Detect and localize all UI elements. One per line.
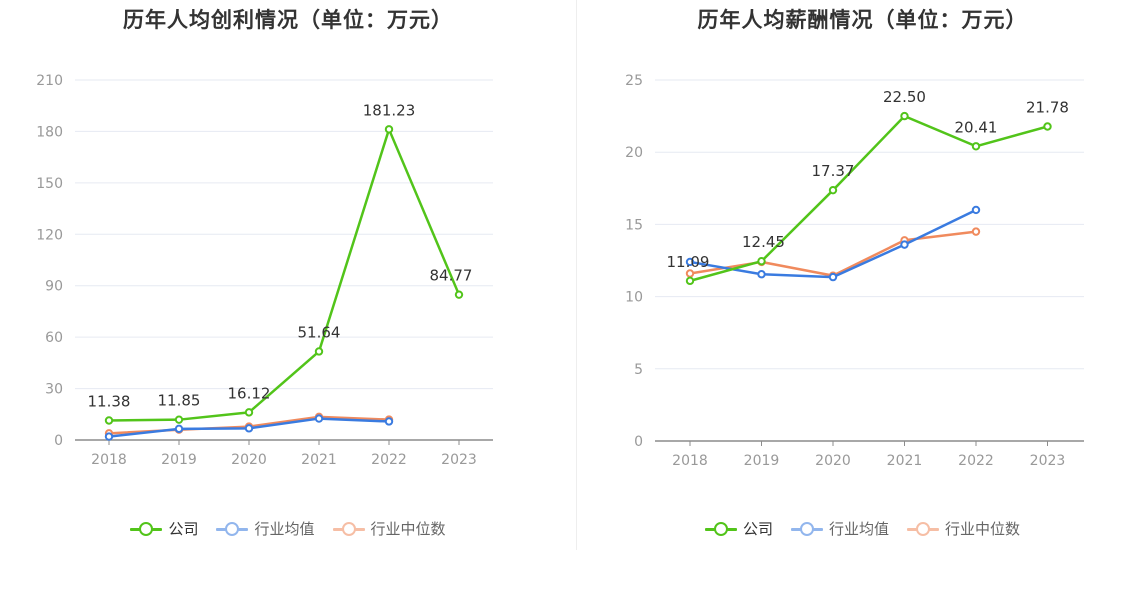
data-label: 11.09 — [667, 253, 710, 271]
x-tick-label: 2023 — [1030, 453, 1066, 469]
data-label: 21.78 — [1026, 98, 1069, 116]
data-label: 51.64 — [298, 323, 341, 341]
data-point-industry-avg — [757, 270, 766, 279]
circle-line-icon — [216, 521, 249, 537]
legend-label: 行业中位数 — [945, 520, 1021, 538]
x-tick-label: 2022 — [371, 452, 407, 468]
legend-item-company[interactable]: 公司 — [130, 518, 198, 539]
y-tick-label: 10 — [625, 290, 643, 306]
data-point-company — [685, 276, 695, 286]
panel-divider — [576, 0, 577, 550]
salary-chart-plot: 0 5 10 15 20 25 2018 2019 2020 2021 2022 2023 11.09 1… — [625, 73, 1084, 469]
y-tick-label: 0 — [54, 433, 63, 449]
y-tick-label: 30 — [45, 382, 63, 398]
data-point-industry-avg — [314, 414, 324, 423]
circle-line-icon — [704, 521, 737, 537]
data-point-company — [900, 111, 909, 121]
data-point-industry-avg — [244, 424, 254, 433]
data-point-company — [971, 142, 981, 151]
chart-legend: 公司 行业均值 行业中位数 — [577, 518, 1148, 539]
data-point-company — [828, 185, 838, 195]
series-line-company — [689, 114, 1048, 283]
chart-legend: 公司 行业均值 行业中位数 — [0, 518, 576, 539]
y-tick-label: 180 — [36, 124, 63, 140]
x-tick-label: 2020 — [231, 452, 267, 468]
data-point-company — [384, 125, 394, 134]
data-label: 84.77 — [430, 267, 473, 285]
legend-label: 公司 — [742, 520, 773, 538]
x-tick-label: 2020 — [815, 453, 851, 469]
data-point-industry-avg — [971, 205, 981, 215]
legend-item-industry-median[interactable]: 行业中位数 — [907, 518, 1020, 539]
y-tick-label: 150 — [36, 176, 63, 192]
x-tick-label: 2018 — [672, 453, 708, 469]
x-tick-label: 2019 — [161, 452, 197, 468]
data-point-industry-avg — [104, 432, 114, 441]
legend-item-industry-median[interactable]: 行业中位数 — [332, 518, 446, 539]
legend-label: 行业中位数 — [370, 520, 446, 538]
x-tick-label: 2023 — [441, 452, 477, 468]
y-tick-label: 5 — [634, 362, 643, 378]
data-label: 17.37 — [812, 162, 855, 180]
x-tick-label: 2019 — [744, 453, 780, 469]
data-point-company — [1043, 122, 1052, 131]
data-point-company — [104, 416, 114, 425]
salary-chart-panel: 历年人均薪酬情况（单位：万元） 0 5 10 15 20 25 2018 2019 2020 20… — [577, 0, 1148, 550]
legend-item-industry-avg[interactable]: 行业均值 — [216, 518, 315, 539]
data-label: 181.23 — [363, 101, 416, 119]
data-point-company — [244, 408, 254, 417]
y-tick-label: 15 — [625, 217, 643, 233]
data-point-company — [454, 290, 464, 299]
data-point-industry-avg — [685, 257, 695, 267]
data-label: 20.41 — [955, 118, 998, 136]
circle-line-icon — [907, 521, 939, 537]
x-tick-label: 2022 — [958, 453, 994, 469]
profit-chart-panel: 历年人均创利情况（单位：万元） 0 30 60 90 120 150 180 210 2018 2… — [0, 0, 576, 550]
profit-chart-plot: 0 30 60 90 120 150 180 210 2018 2019 2020 2021 2022 2… — [36, 73, 493, 468]
circle-line-icon — [790, 521, 823, 537]
y-tick-label: 90 — [45, 279, 63, 295]
data-point-industry-median — [685, 269, 695, 278]
x-tick-label: 2021 — [887, 453, 923, 469]
chart-title: 历年人均薪酬情况（单位：万元） — [697, 8, 1028, 32]
data-point-company — [757, 257, 766, 266]
data-label: 22.50 — [883, 88, 926, 106]
y-tick-label: 25 — [625, 73, 643, 89]
series-line-company — [108, 128, 461, 422]
legend-label: 行业均值 — [254, 520, 315, 538]
x-tick-label: 2021 — [301, 452, 337, 468]
data-point-company — [314, 347, 324, 356]
data-point-industry-avg — [174, 424, 184, 434]
circle-line-icon — [130, 521, 163, 537]
legend-label: 行业均值 — [828, 520, 889, 538]
data-label: 16.12 — [228, 384, 271, 402]
x-tick-label: 2018 — [91, 452, 127, 468]
data-label: 11.85 — [158, 392, 201, 410]
circle-line-icon — [332, 521, 365, 537]
data-point-company — [174, 415, 184, 424]
data-label: 12.45 — [742, 233, 785, 251]
chart-title: 历年人均创利情况（单位：万元） — [123, 8, 453, 32]
legend-label: 公司 — [168, 520, 199, 538]
data-point-industry-avg — [900, 240, 909, 249]
y-tick-label: 0 — [634, 434, 643, 450]
y-tick-label: 210 — [36, 73, 63, 89]
y-tick-label: 120 — [36, 227, 63, 243]
data-point-industry-avg — [828, 272, 838, 282]
y-tick-label: 60 — [45, 330, 63, 346]
legend-item-industry-avg[interactable]: 行业均值 — [790, 518, 889, 539]
legend-item-company[interactable]: 公司 — [704, 518, 773, 539]
data-point-industry-median — [971, 227, 981, 236]
y-tick-label: 20 — [625, 145, 643, 161]
data-label: 11.38 — [88, 392, 131, 410]
data-point-industry-avg — [384, 417, 394, 426]
